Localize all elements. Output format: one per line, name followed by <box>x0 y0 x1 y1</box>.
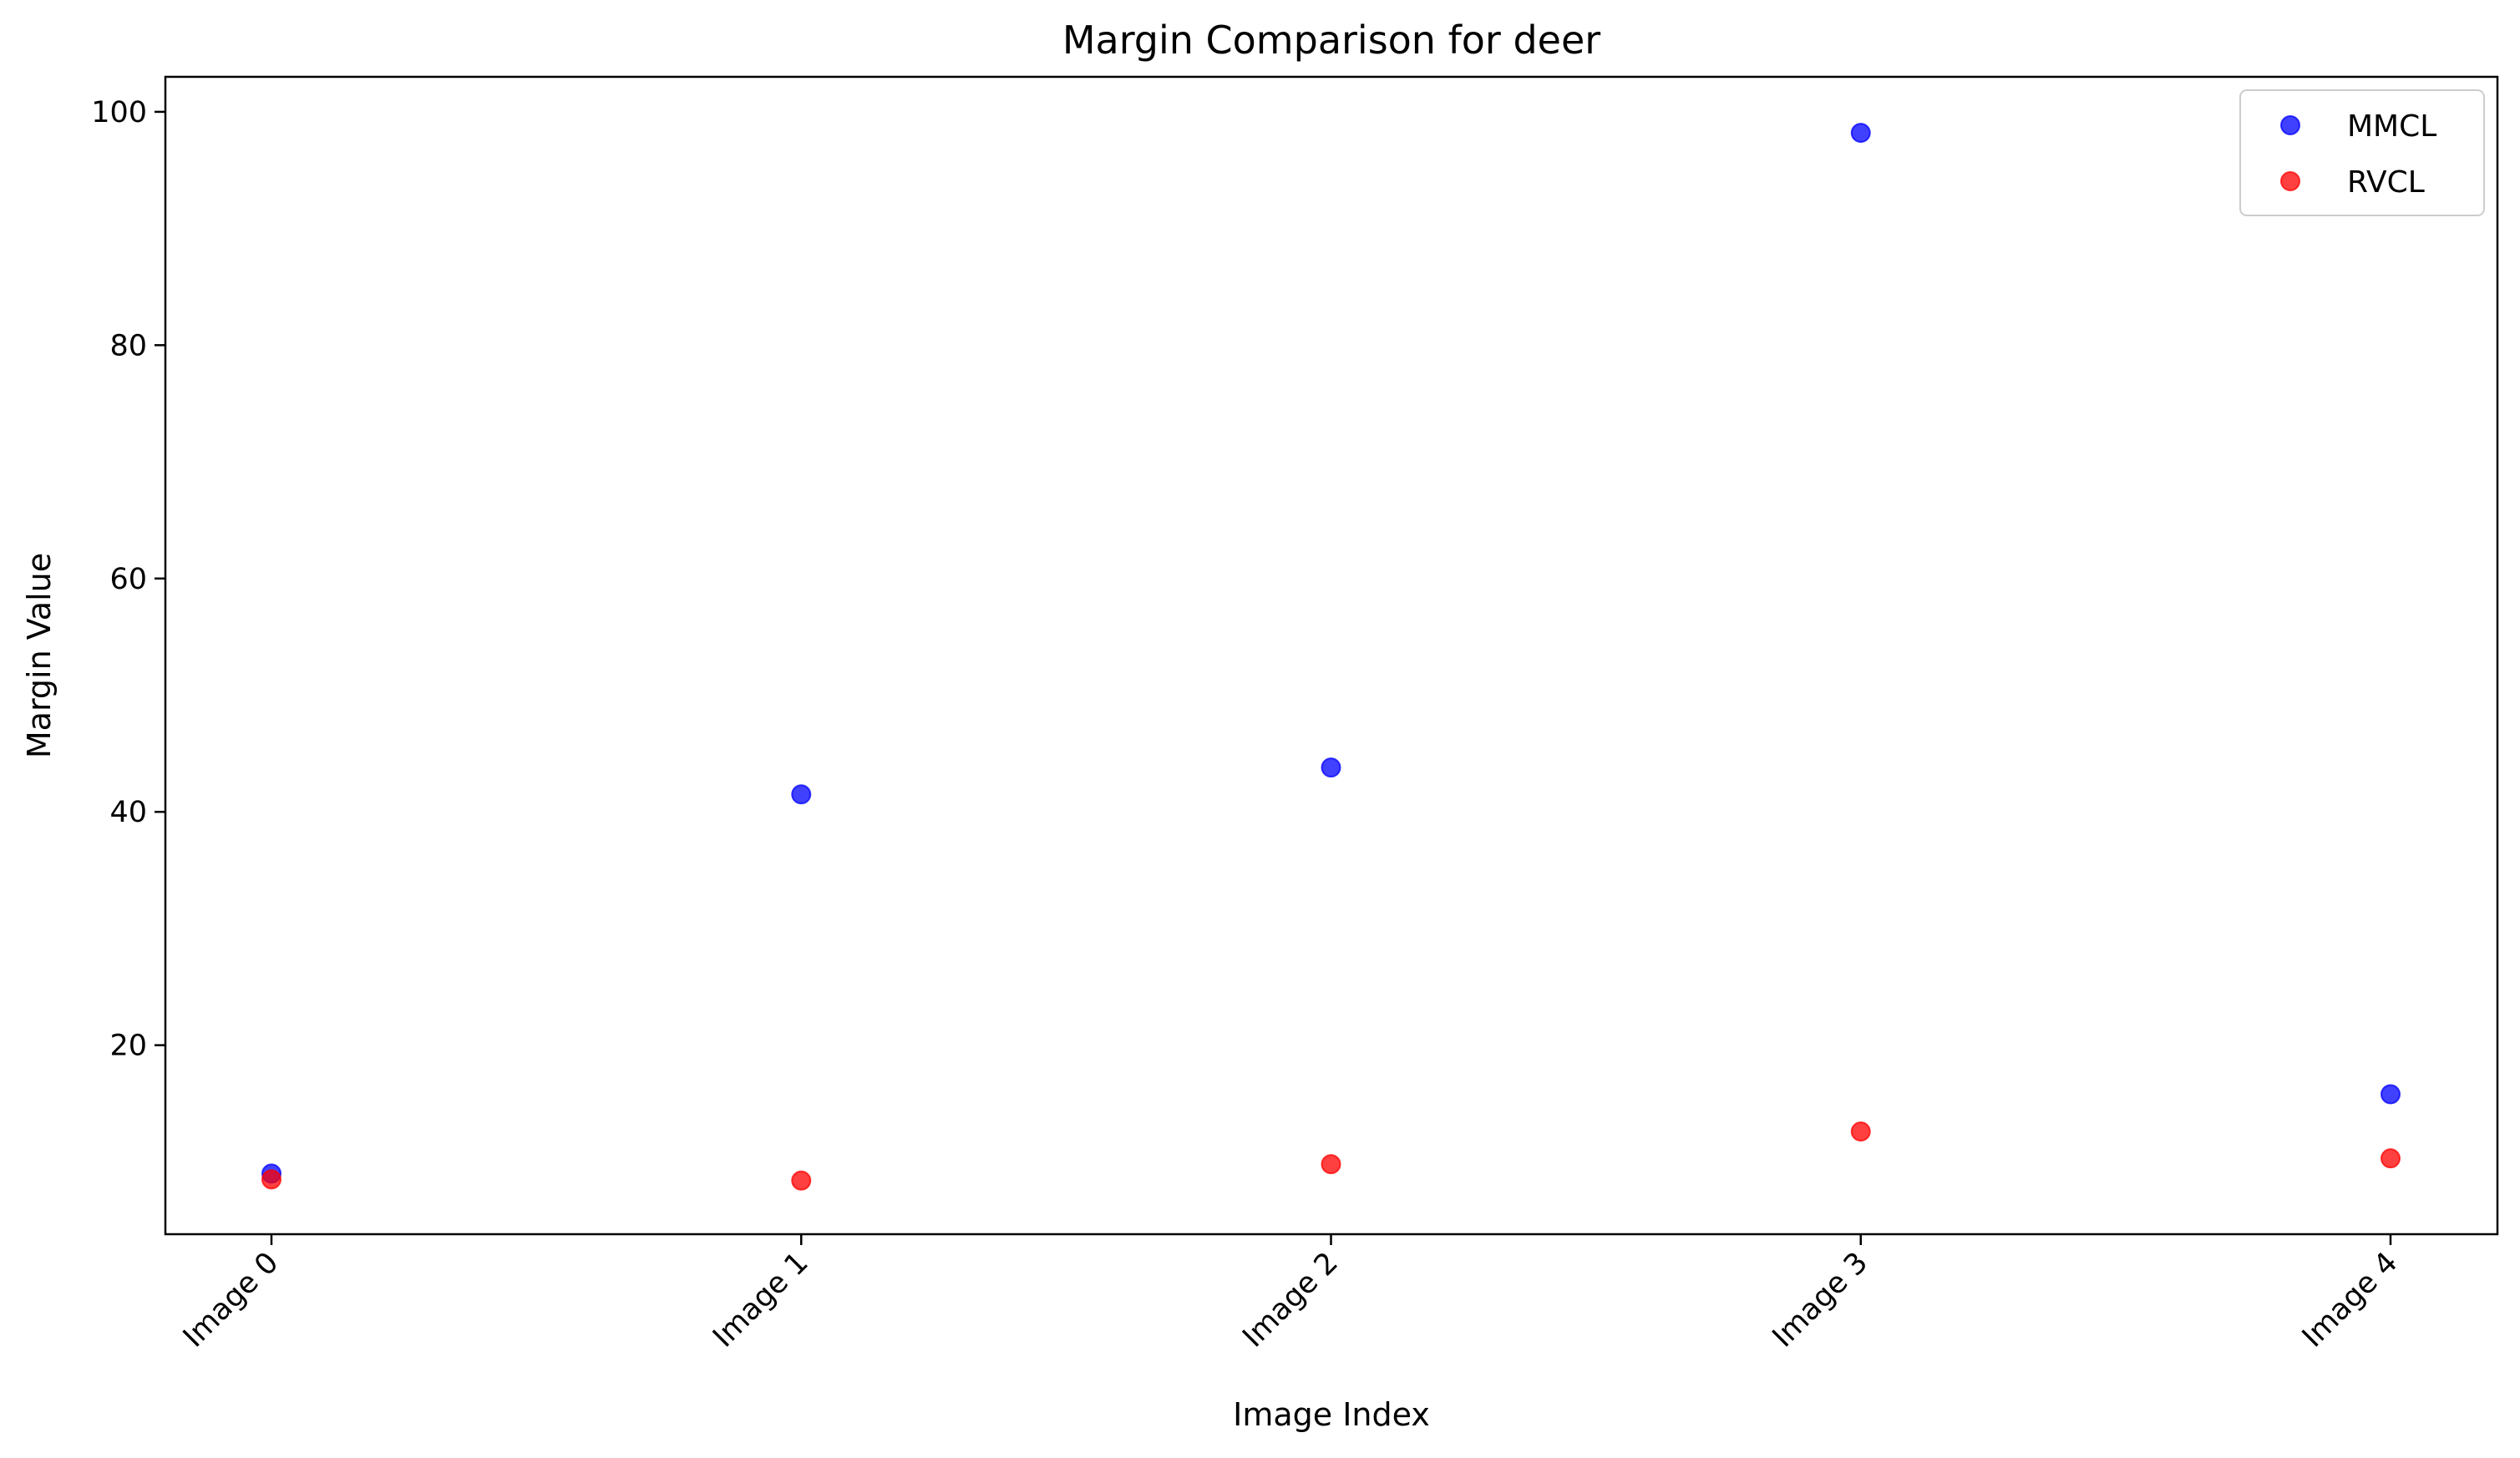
point-rvcl-0 <box>261 1169 281 1190</box>
point-rvcl-4 <box>2381 1148 2401 1169</box>
plot-points <box>261 123 2401 1191</box>
legend-label-rvcl: RVCL <box>2347 165 2425 200</box>
point-mmcl-1 <box>791 784 812 805</box>
legend-marker-mmcl <box>2280 115 2300 135</box>
plot-frame <box>164 75 2499 1236</box>
x-axis: Image 0 Image 1 Image 2 Image 3 Image 4 <box>177 1234 2404 1354</box>
x-axis-label: Image Index <box>1233 1396 1430 1433</box>
y-tick-label: 80 <box>109 329 147 362</box>
y-tick-label: 100 <box>91 96 147 129</box>
y-axis-label: Margin Value <box>21 553 58 758</box>
chart-title: Margin Comparison for deer <box>1062 18 1600 63</box>
point-rvcl-2 <box>1321 1154 1341 1175</box>
y-tick-label: 20 <box>109 1030 147 1063</box>
legend-marker-rvcl <box>2280 171 2300 191</box>
legend: MMCL RVCL <box>2239 89 2485 216</box>
x-tick-label: Image 0 <box>177 1246 285 1354</box>
point-mmcl-4 <box>2381 1084 2401 1105</box>
legend-label-mmcl: MMCL <box>2347 109 2436 144</box>
point-rvcl-3 <box>1850 1121 1871 1142</box>
y-tick-label: 60 <box>109 563 147 596</box>
y-tick-label: 40 <box>109 796 147 829</box>
point-mmcl-2 <box>1321 757 1341 778</box>
x-tick-label: Image 1 <box>707 1246 814 1354</box>
x-tick-label: Image 4 <box>2296 1246 2404 1354</box>
x-tick-label: Image 3 <box>1767 1246 1874 1354</box>
y-axis: 20 40 60 80 100 <box>91 96 165 1063</box>
legend-frame <box>2239 89 2485 216</box>
point-rvcl-1 <box>791 1170 812 1191</box>
point-mmcl-3 <box>1850 123 1871 144</box>
x-tick-label: Image 2 <box>1236 1246 1344 1354</box>
